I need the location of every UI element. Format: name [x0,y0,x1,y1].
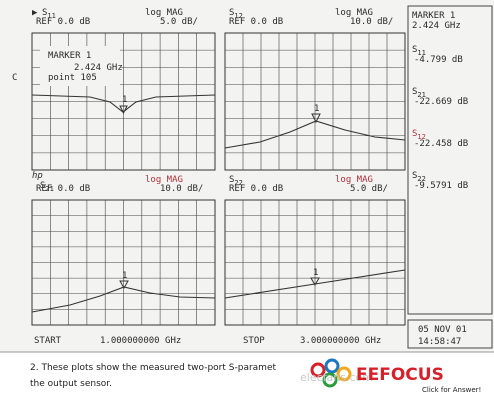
panel-prefix: ▶ [32,8,38,18]
reading-param: S11 [412,45,426,57]
param-letter: S [229,8,234,18]
panel-format: log MAG [145,175,183,185]
logo-name: EEFOCUS [356,365,444,385]
panel-format: log MAG [145,8,183,18]
marker-box [40,46,120,86]
param-letter: S [42,8,47,18]
logo-icon [310,358,352,388]
sidebar-freq: 2.424 GHz [412,21,461,31]
panel-param: S21 [40,181,54,193]
marker-freq: 2.424 GHz [74,63,123,73]
panel-ref: REF 0.0 dB [36,17,90,27]
param-sub: 21 [417,91,425,99]
param-letter: S [229,175,234,185]
reading-param: S12 [412,129,426,141]
panel-prefix: hp [32,171,43,181]
param-sub: 11 [47,12,55,20]
param-sub: 22 [417,175,425,183]
svg-text:1: 1 [122,95,127,105]
sweep-start: 1.000000000 GHz [100,336,181,346]
panel-ref: REF 0.0 dB [229,184,283,194]
panel-scale: 10.0 dB/ [350,17,393,27]
panel-param: S22 [229,175,243,187]
logo-tagline: Click for Answer! [422,386,481,394]
panel-format: log MAG [335,8,373,18]
svg-text:1: 1 [313,268,318,278]
marker-point: point 105 [48,73,97,83]
marker-numbers: 1 1 1 1 [122,95,319,281]
sidebar-frame [407,5,493,315]
reading-value: -9.5791 dB [414,181,468,191]
sidebar-title: MARKER 1 [412,11,455,21]
reading-param: S21 [412,87,426,99]
marker-channel: C [12,73,17,83]
reading-value: -4.799 dB [414,55,463,65]
param-letter: S [412,171,417,181]
panel-param: S11 [42,8,56,20]
param-sub: 21 [45,185,53,193]
panel-scale: 5.0 dB/ [160,17,198,27]
time: 14:58:47 [418,337,461,347]
panel-ref: REF 0.0 dB [229,17,283,27]
reading-param: S22 [412,171,426,183]
param-sub: 11 [417,49,425,57]
param-letter: S [412,87,417,97]
reading-value: -22.458 dB [414,139,468,149]
clock-frame [407,319,493,349]
panel-ref: REF 0.0 dB [36,184,90,194]
watermark: elecfans.com [300,371,373,384]
caption-line: the output sensor. [30,379,112,389]
reading-value: -22.669 dB [414,97,468,107]
panel-format: log MAG [335,175,373,185]
sweep-stop: 3.000000000 GHz [300,336,381,346]
param-letter: S [412,45,417,55]
sweep-stop-label: STOP [243,336,265,346]
marker-title: MARKER 1 [48,51,91,61]
panel-scale: 5.0 dB/ [350,184,388,194]
param-letter: S [412,129,417,139]
date: 05 NOV 01 [418,325,467,335]
svg-text:1: 1 [122,271,127,281]
param-sub: 12 [234,12,242,20]
param-letter: S [40,181,45,191]
param-sub: 12 [417,133,425,141]
panel-scale: 10.0 dB/ [160,184,203,194]
marker-symbols [119,105,321,290]
sweep-start-label: START [34,336,62,346]
panel-param: S12 [229,8,243,20]
svg-text:1: 1 [314,104,319,114]
param-sub: 22 [234,179,242,187]
caption-line: 2. These plots show the measured two-por… [30,363,276,373]
